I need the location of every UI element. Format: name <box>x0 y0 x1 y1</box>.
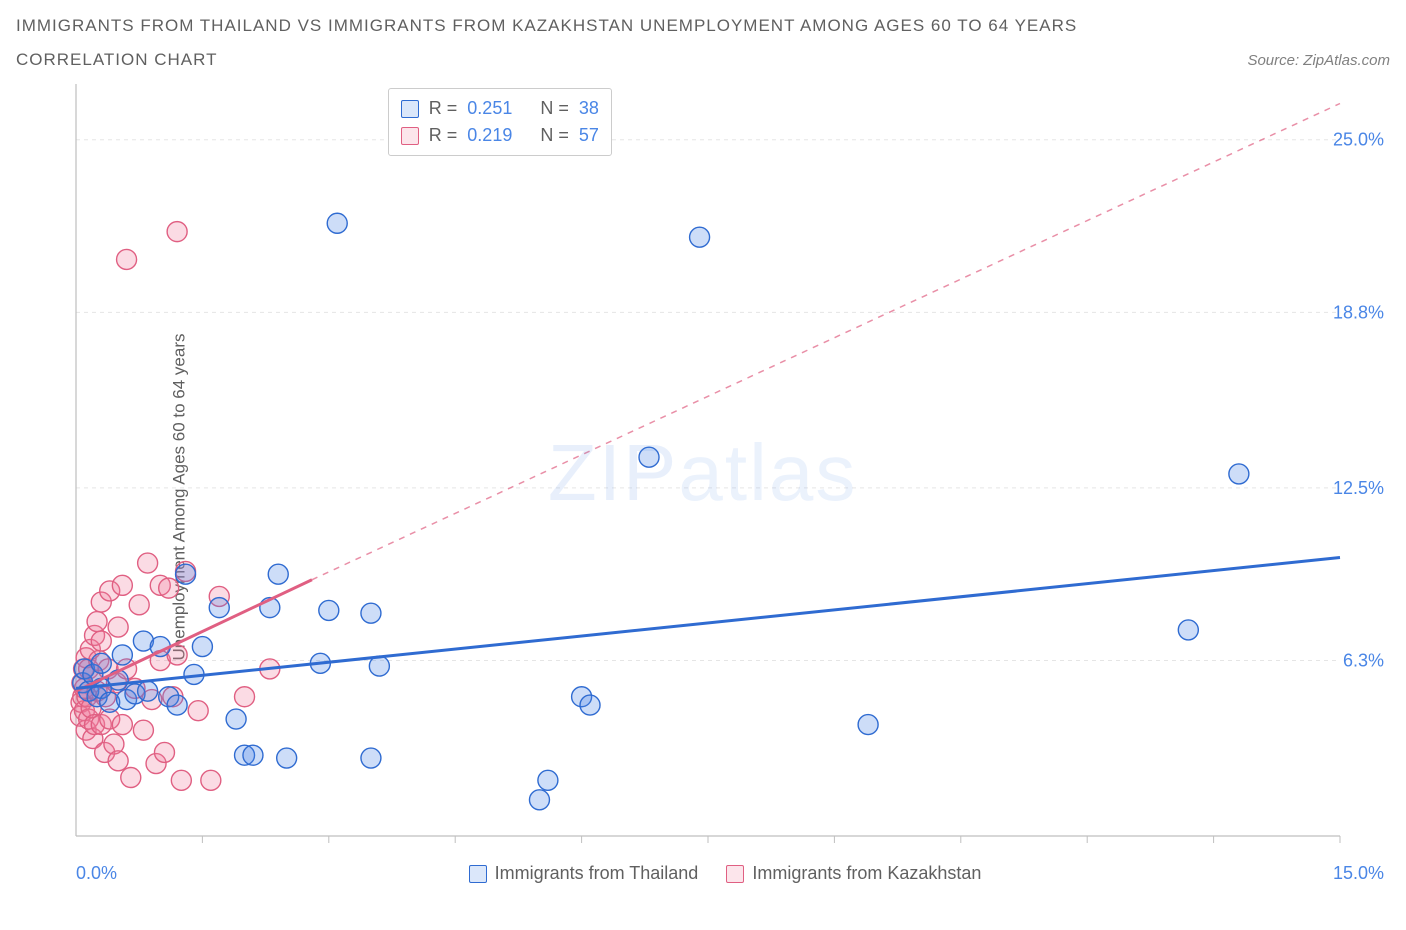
x-axis-min-label: 0.0% <box>76 863 117 884</box>
scatter-plot-svg: 6.3% 12.5% 18.8% 25.0% <box>70 82 1390 882</box>
stat-n-value: 57 <box>579 122 599 149</box>
chart-title-line2: CORRELATION CHART <box>16 50 218 70</box>
legend-swatch <box>401 100 419 118</box>
plot-area: 6.3%12.5%18.8%25.0% ZIPatlas R = 0.251N … <box>70 82 1390 882</box>
stats-legend-box: R = 0.251 N = 38 R = 0.219 N = 57 <box>388 88 612 156</box>
stat-n-label: N = <box>540 122 569 149</box>
bottom-legend: 0.0% Immigrants from ThailandImmigrants … <box>70 863 1390 884</box>
title-row-2: CORRELATION CHART Source: ZipAtlas.com <box>16 50 1390 70</box>
svg-text:12.5%: 12.5% <box>1333 478 1384 498</box>
legend-swatch <box>401 127 419 145</box>
legend-item: Immigrants from Kazakhstan <box>726 863 981 884</box>
chart-title-line1: IMMIGRANTS FROM THAILAND VS IMMIGRANTS F… <box>16 16 1390 36</box>
stat-r-label: R = <box>429 122 458 149</box>
stat-r-value: 0.219 <box>467 122 512 149</box>
stat-n-value: 38 <box>579 95 599 122</box>
legend-label: Immigrants from Kazakhstan <box>752 863 981 884</box>
stats-row: R = 0.219 N = 57 <box>401 122 599 149</box>
svg-text:6.3%: 6.3% <box>1343 651 1384 671</box>
series-legend: Immigrants from Thailand Immigrants from … <box>469 863 982 884</box>
stat-r-value: 0.251 <box>467 95 512 122</box>
stat-r-label: R = <box>429 95 458 122</box>
chart-container: Unemployment Among Ages 60 to 64 years 6… <box>16 82 1390 912</box>
svg-text:18.8%: 18.8% <box>1333 302 1384 322</box>
legend-swatch <box>469 865 487 883</box>
stat-n-label: N = <box>540 95 569 122</box>
legend-item: Immigrants from Thailand <box>469 863 699 884</box>
legend-swatch <box>726 865 744 883</box>
svg-text:25.0%: 25.0% <box>1333 130 1384 150</box>
source-label: Source: ZipAtlas.com <box>1247 52 1390 69</box>
stats-row: R = 0.251 N = 38 <box>401 95 599 122</box>
x-axis-max-label: 15.0% <box>1333 863 1384 884</box>
legend-label: Immigrants from Thailand <box>495 863 699 884</box>
